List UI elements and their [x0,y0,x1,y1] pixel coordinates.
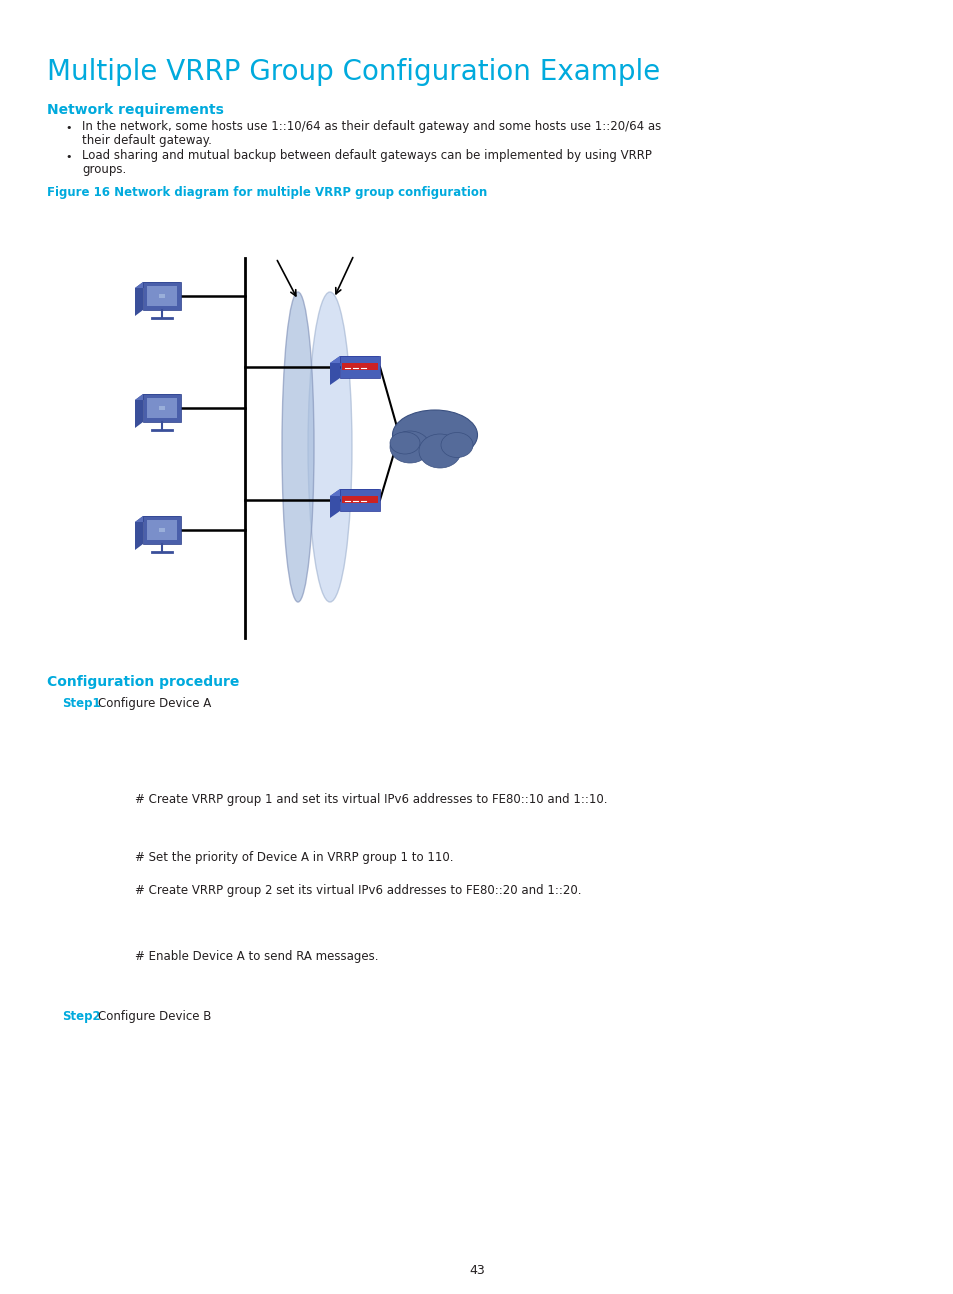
Bar [143,282,181,311]
Polygon shape [330,489,339,518]
Bar [143,393,181,422]
Text: •: • [65,123,71,133]
Polygon shape [135,516,143,550]
Text: Configuration procedure: Configuration procedure [47,675,239,688]
Bar [147,286,177,305]
Polygon shape [135,393,143,428]
Ellipse shape [392,410,477,459]
Ellipse shape [308,292,352,602]
Text: Step2: Step2 [62,1011,100,1024]
Bar [143,516,181,543]
Bar [339,356,379,378]
Text: Network requirements: Network requirements [47,104,224,116]
Text: Load sharing and mutual backup between default gateways can be implemented by us: Load sharing and mutual backup between d… [82,149,651,162]
Text: groups.: groups. [82,163,126,176]
Polygon shape [330,489,379,496]
Polygon shape [135,516,181,521]
Bar [341,496,377,503]
Ellipse shape [390,431,430,463]
Polygon shape [330,356,339,386]
Polygon shape [135,282,181,289]
Ellipse shape [440,432,473,458]
Ellipse shape [390,432,419,454]
Bar [147,399,177,418]
Text: Figure 16 Network diagram for multiple VRRP group configuration: Figure 16 Network diagram for multiple V… [47,186,487,199]
Polygon shape [330,356,379,364]
Text: Configure Device A: Configure Device A [98,697,211,710]
Text: Configure Device B: Configure Device B [98,1011,212,1024]
Text: # Create VRRP group 1 and set its virtual IPv6 addresses to FE80::10 and 1::10.: # Create VRRP group 1 and set its virtua… [135,793,607,806]
Ellipse shape [418,433,460,468]
Text: # Create VRRP group 2 set its virtual IPv6 addresses to FE80::20 and 1::20.: # Create VRRP group 2 set its virtual IP… [135,884,581,897]
Bar [147,520,177,540]
Text: Step1: Step1 [62,697,100,710]
Bar [159,528,165,532]
Text: their default gateway.: their default gateway. [82,135,212,148]
Bar [339,489,379,511]
Bar [159,406,165,410]
Text: # Set the priority of Device A in VRRP group 1 to 110.: # Set the priority of Device A in VRRP g… [135,851,453,864]
Bar [159,294,165,298]
Text: •: • [65,151,71,162]
Text: # Enable Device A to send RA messages.: # Enable Device A to send RA messages. [135,950,378,963]
Ellipse shape [282,292,314,602]
Text: 43: 43 [469,1264,484,1277]
Polygon shape [135,282,143,316]
Bar [341,364,377,370]
Polygon shape [135,393,181,400]
Text: Multiple VRRP Group Configuration Example: Multiple VRRP Group Configuration Exampl… [47,58,659,85]
Text: In the network, some hosts use 1::10/64 as their default gateway and some hosts : In the network, some hosts use 1::10/64 … [82,120,660,133]
